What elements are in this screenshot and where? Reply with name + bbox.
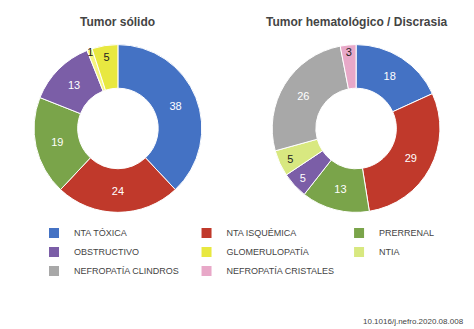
- svg-text:5: 5: [287, 153, 293, 165]
- svg-text:18: 18: [384, 70, 396, 82]
- svg-text:24: 24: [112, 185, 124, 197]
- svg-text:26: 26: [297, 90, 309, 102]
- svg-text:10.1016/j.nefro.2020.08.008: 10.1016/j.nefro.2020.08.008: [363, 317, 464, 326]
- svg-text:GLOMERULOPATÍA: GLOMERULOPATÍA: [227, 247, 309, 257]
- svg-text:19: 19: [51, 136, 63, 148]
- svg-text:1: 1: [87, 46, 93, 58]
- svg-text:13: 13: [68, 79, 80, 91]
- svg-text:PRERRENAL: PRERRENAL: [379, 228, 434, 238]
- svg-text:Tumor sólido: Tumor sólido: [80, 15, 155, 29]
- svg-text:3: 3: [346, 46, 352, 58]
- svg-text:NTA TÓXICA: NTA TÓXICA: [74, 228, 127, 238]
- svg-text:29: 29: [405, 152, 417, 164]
- svg-text:NTA ISQUÉMICA: NTA ISQUÉMICA: [227, 228, 297, 238]
- svg-text:NEFROPATÍA CRISTALES: NEFROPATÍA CRISTALES: [227, 266, 335, 276]
- svg-text:NEFROPATÍA CLINDROS: NEFROPATÍA CLINDROS: [74, 266, 179, 276]
- svg-text:NTIA: NTIA: [379, 247, 400, 257]
- svg-text:Tumor hematológico / Discrasia: Tumor hematológico / Discrasia: [266, 15, 447, 29]
- svg-text:13: 13: [334, 183, 346, 195]
- svg-text:OBSTRUCTIVO: OBSTRUCTIVO: [74, 247, 139, 257]
- svg-text:38: 38: [170, 100, 182, 112]
- svg-text:5: 5: [300, 172, 306, 184]
- svg-text:5: 5: [104, 51, 110, 63]
